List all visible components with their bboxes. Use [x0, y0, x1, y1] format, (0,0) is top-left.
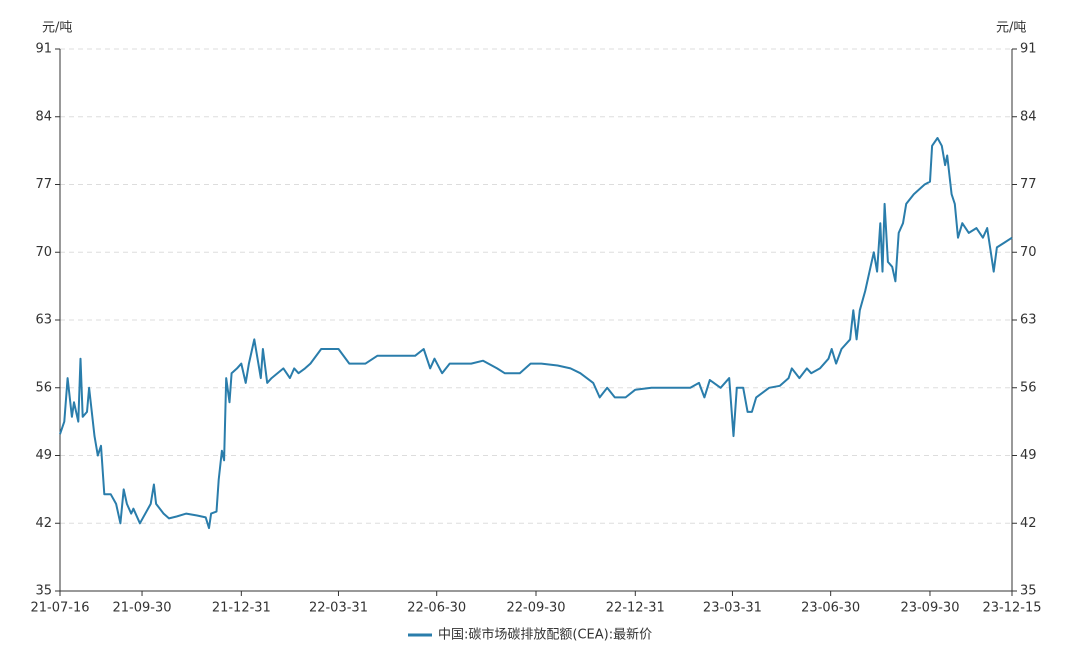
y2-tick-label: 35	[1020, 584, 1037, 599]
y-unit-left: 元/吨	[42, 21, 72, 36]
y2-tick-label: 63	[1020, 313, 1037, 328]
y-tick-label: 49	[35, 448, 52, 463]
y-tick-label: 84	[35, 109, 52, 124]
x-tick-label: 22-09-30	[506, 601, 565, 616]
y-tick-label: 70	[35, 245, 52, 260]
x-tick-label: 22-03-31	[309, 601, 368, 616]
legend-label: 中国:碳市场碳排放配额(CEA):最新价	[438, 627, 652, 643]
x-tick-label: 22-06-30	[407, 601, 466, 616]
y2-tick-label: 42	[1020, 516, 1037, 531]
x-tick-label: 23-03-31	[703, 601, 762, 616]
y-tick-label: 56	[35, 380, 52, 395]
x-tick-label: 22-12-31	[606, 601, 665, 616]
y2-tick-label: 91	[1020, 42, 1037, 57]
x-tick-label: 23-12-15	[982, 601, 1041, 616]
x-tick-label: 23-09-30	[900, 601, 959, 616]
y2-tick-label: 77	[1020, 177, 1037, 192]
y-tick-label: 63	[35, 313, 52, 328]
x-tick-label: 21-12-31	[212, 601, 271, 616]
y-tick-label: 91	[35, 42, 52, 57]
x-tick-label: 21-09-30	[113, 601, 172, 616]
y-tick-label: 77	[35, 177, 52, 192]
y-tick-label: 42	[35, 516, 52, 531]
y2-tick-label: 70	[1020, 245, 1037, 260]
line	[59, 137, 1013, 530]
x-tick-label: 23-06-30	[801, 601, 860, 616]
y2-tick-label: 56	[1020, 380, 1037, 395]
y2-tick-label: 84	[1020, 109, 1037, 124]
y-tick-label: 35	[35, 584, 52, 599]
x-tick-label: 21-07-16	[30, 601, 89, 616]
y-unit-right: 元/吨	[996, 21, 1026, 36]
y2-tick-label: 49	[1020, 448, 1037, 463]
